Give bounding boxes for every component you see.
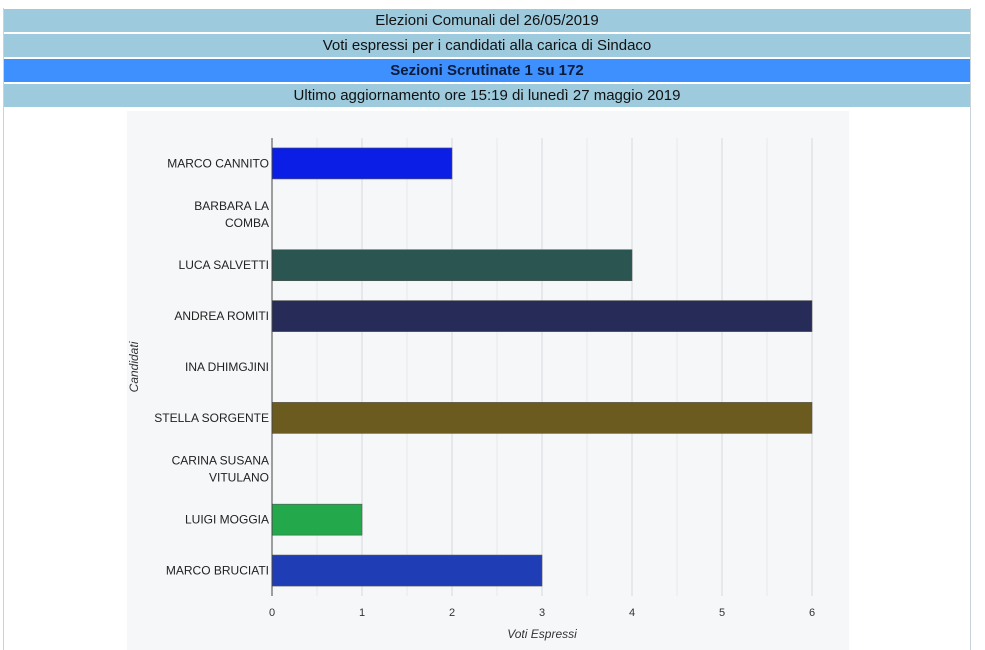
bar-marco-bruciati (271, 554, 543, 587)
x-tick-label: 1 (359, 607, 365, 619)
category-label: CARINA SUSANA VITULANO (172, 453, 269, 484)
category-label: ANDREA ROMITI (174, 309, 269, 323)
y-axis-title: Candidati (127, 341, 141, 392)
x-tick-label: 4 (629, 607, 635, 619)
bar-stella-sorgente (271, 402, 813, 434)
x-tick-label: 0 (269, 607, 275, 619)
category-label: LUCA SALVETTI (179, 258, 269, 272)
page-frame (3, 8, 971, 650)
category-label: MARCO CANNITO (167, 156, 269, 170)
x-tick-label: 3 (539, 607, 545, 619)
bar-luca-salvetti (271, 249, 633, 282)
category-label: INA DHIMGJINI (185, 360, 269, 374)
x-tick-label: 6 (809, 607, 815, 619)
x-tick-label: 5 (719, 607, 725, 619)
category-label: LUIGI MOGGIA (185, 513, 269, 527)
bar-luigi-moggia (271, 503, 363, 536)
votes-subtitle: Voti espressi per i candidati alla caric… (4, 34, 970, 57)
bar-marco-cannito (271, 147, 453, 180)
x-axis-title: Voti Espressi (507, 627, 577, 641)
x-tick-label: 2 (449, 607, 455, 619)
category-label: MARCO BRUCIATI (166, 564, 269, 578)
category-label: BARBARA LA COMBA (194, 199, 269, 230)
category-label: STELLA SORGENTE (154, 411, 269, 425)
last-update-line: Ultimo aggiornamento ore 15:19 di lunedì… (4, 84, 970, 107)
election-title: Elezioni Comunali del 26/05/2019 (4, 9, 970, 32)
sections-counted-banner: Sezioni Scrutinate 1 su 172 (4, 59, 970, 82)
bar-andrea-romiti (271, 300, 813, 332)
